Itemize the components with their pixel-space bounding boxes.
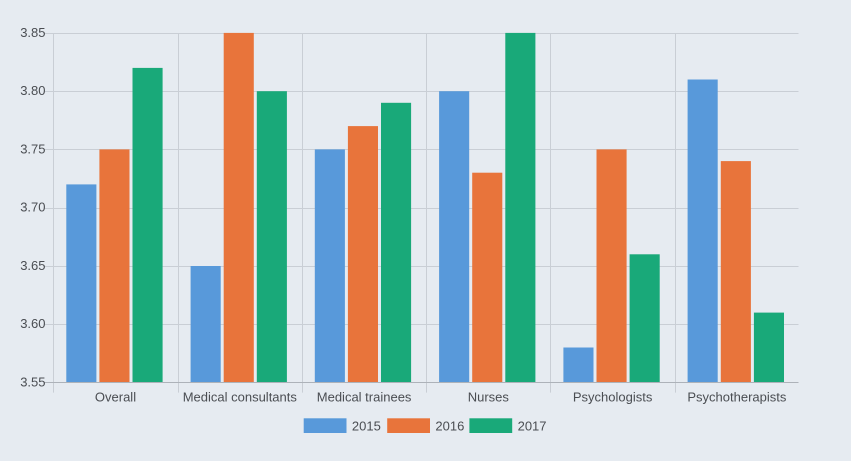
svg-text:Psychologists: Psychologists <box>573 390 653 405</box>
svg-text:3.80: 3.80 <box>20 83 45 98</box>
svg-text:Medical consultants: Medical consultants <box>183 390 298 405</box>
svg-text:3.60: 3.60 <box>20 316 45 331</box>
svg-text:2015: 2015 <box>352 418 381 433</box>
svg-text:3.85: 3.85 <box>20 25 45 40</box>
svg-text:2017: 2017 <box>518 418 547 433</box>
svg-text:3.65: 3.65 <box>20 258 45 273</box>
svg-text:3.75: 3.75 <box>20 141 45 156</box>
svg-text:Psychotherapists: Psychotherapists <box>687 390 786 405</box>
svg-text:Overall: Overall <box>95 390 136 405</box>
svg-text:Nurses: Nurses <box>468 390 510 405</box>
svg-text:Medical trainees: Medical trainees <box>317 390 412 405</box>
svg-text:2016: 2016 <box>435 418 464 433</box>
svg-text:3.55: 3.55 <box>20 375 45 390</box>
svg-text:3.70: 3.70 <box>20 200 45 215</box>
